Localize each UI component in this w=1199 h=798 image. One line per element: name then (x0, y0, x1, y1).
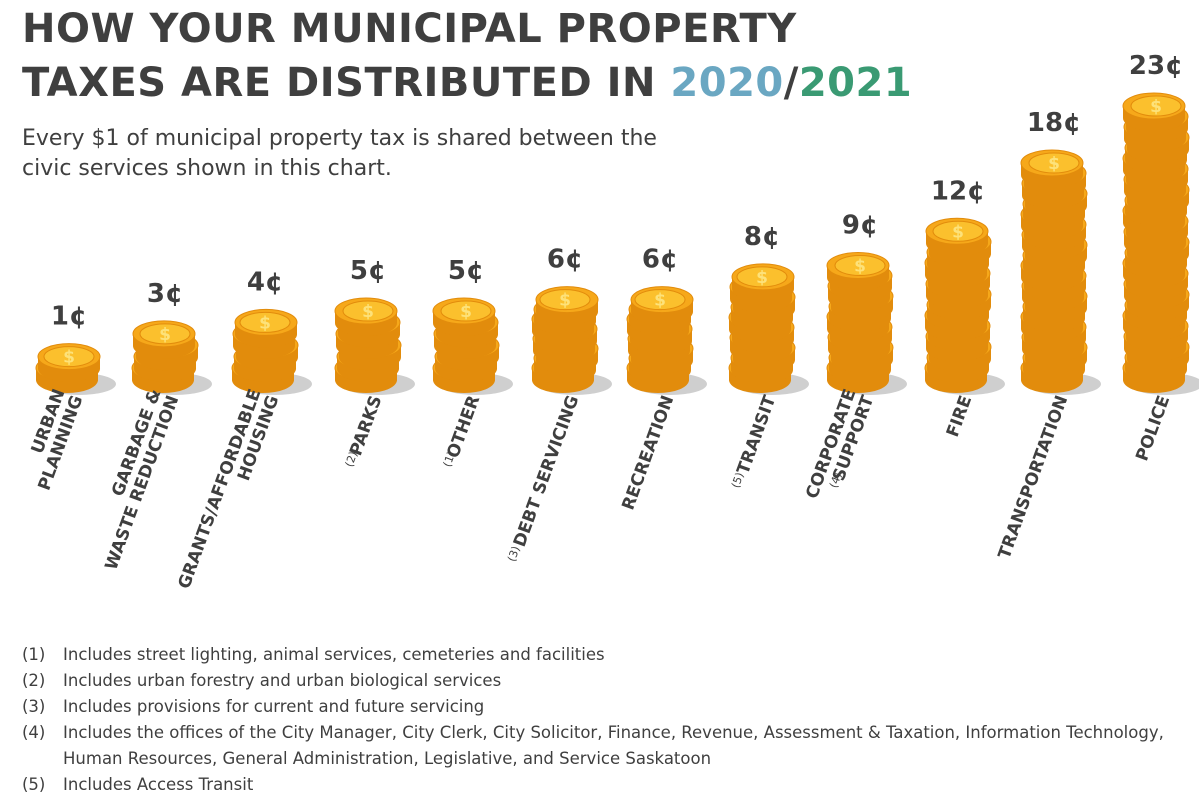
value-label: 6¢ (642, 245, 678, 275)
bar-coin-stack: $ (1122, 92, 1199, 395)
category-label: GARBAGE &WASTE REDUCTION (102, 386, 184, 573)
category-footnote-ref: (3) (505, 544, 523, 563)
footnote-number: (4) (22, 723, 46, 742)
footnote-text: Includes street lighting, animal service… (63, 645, 605, 664)
title-line-2: TAXES ARE DISTRIBUTED IN (22, 60, 671, 106)
value-label: 5¢ (350, 256, 386, 286)
category-footnote-ref: (2) (343, 450, 361, 469)
footnote-text: Includes Access Transit (63, 775, 254, 794)
coin-dollar-symbol: $ (259, 313, 271, 333)
bar-coin-stack: $ (626, 286, 707, 395)
coin-dollar-symbol: $ (362, 302, 374, 322)
title-year-2: 2021 (798, 60, 913, 106)
value-label: 8¢ (744, 222, 780, 252)
bar-coin-stack: $ (231, 308, 312, 395)
value-label: 6¢ (547, 245, 583, 275)
footnote-item: (3) Includes provisions for current and f… (22, 694, 1182, 720)
bar-coin-stack: $ (432, 297, 513, 395)
bar-coin-stack: $ (35, 343, 116, 395)
category-label-line: POLICE (1132, 393, 1174, 464)
coin-dollar-symbol: $ (63, 348, 75, 368)
bar-coin-stack: $ (826, 251, 907, 395)
footnote-text: Includes provisions for current and futu… (63, 697, 485, 716)
coin-dollar-symbol: $ (952, 222, 964, 242)
footnote-text: Includes the offices of the City Manager… (63, 723, 1164, 768)
category-label: PARKS(2) (343, 393, 387, 469)
category-label: OTHER(1) (441, 393, 485, 469)
bar-coin-stack: $ (531, 286, 612, 395)
footnote-item: (4) Includes the offices of the City Mana… (22, 720, 1182, 772)
footnote-item: (1) Includes street lighting, animal serv… (22, 642, 1182, 668)
coin-dollar-symbol: $ (460, 302, 472, 322)
value-label: 23¢ (1129, 51, 1183, 81)
category-label-line: OTHER (443, 393, 484, 461)
category-label-line: TRANSIT (733, 393, 780, 477)
value-label: 4¢ (247, 267, 283, 297)
coin-dollar-symbol: $ (1048, 154, 1060, 174)
category-label: POLICE (1132, 393, 1174, 464)
bar-coin-stack: $ (924, 217, 1005, 395)
category-label-line: PARKS (346, 393, 386, 459)
footnote-number: (5) (22, 775, 46, 794)
category-label-line: DEBT SERVICING (510, 393, 583, 550)
footnote-number: (1) (22, 645, 46, 664)
value-label: 3¢ (147, 279, 183, 309)
coin-dollar-symbol: $ (654, 291, 666, 311)
value-label: 12¢ (931, 176, 985, 206)
category-label-line: FIRE (943, 393, 976, 440)
value-label: 18¢ (1027, 108, 1081, 138)
coin-dollar-symbol: $ (159, 325, 171, 345)
chart-title: HOW YOUR MUNICIPAL PROPERTY TAXES ARE DI… (22, 2, 912, 110)
value-label: 5¢ (448, 256, 484, 286)
category-label-line: GRANTS/AFFORDABLE (174, 386, 265, 591)
bar-coin-stack: $ (334, 297, 415, 395)
category-label: FIRE (943, 393, 976, 440)
footnotes-list: (1) Includes street lighting, animal serv… (22, 642, 1182, 798)
chart-subtitle: Every $1 of municipal property tax is sh… (22, 126, 657, 181)
category-label-line: RECREATION (618, 393, 678, 513)
category-label: TRANSIT(5) (729, 393, 781, 490)
footnote-number: (2) (22, 671, 46, 690)
footnote-item: (2) Includes urban forestry and urban bio… (22, 668, 1182, 694)
footnote-item: (5) Includes Access Transit (22, 772, 1182, 798)
category-label: TRANSPORTATION (995, 393, 1073, 562)
category-label-line: TRANSPORTATION (995, 393, 1073, 562)
category-label: RECREATION (618, 393, 678, 513)
category-footnote-ref: (1) (441, 450, 459, 469)
category-label: DEBT SERVICING(3) (505, 393, 583, 564)
value-label: 9¢ (842, 210, 878, 240)
bar-coin-stack: $ (1020, 149, 1101, 395)
value-label: 1¢ (51, 302, 87, 332)
bar-coin-stack: $ (131, 320, 212, 395)
bar-coin-stack: $ (728, 263, 809, 395)
coin-dollar-symbol: $ (1150, 97, 1162, 117)
coin-dollar-symbol: $ (854, 256, 866, 276)
coin-dollar-symbol: $ (559, 291, 571, 311)
title-separator: / (783, 60, 799, 106)
category-footnote-ref: (5) (729, 471, 747, 490)
title-year-1: 2020 (670, 60, 784, 106)
category-footnote-ref: (4) (827, 471, 845, 490)
footnote-number: (3) (22, 697, 46, 716)
coin-dollar-symbol: $ (756, 268, 768, 288)
footnote-text: Includes urban forestry and urban biolog… (63, 671, 502, 690)
title-line-1: HOW YOUR MUNICIPAL PROPERTY (22, 6, 797, 52)
